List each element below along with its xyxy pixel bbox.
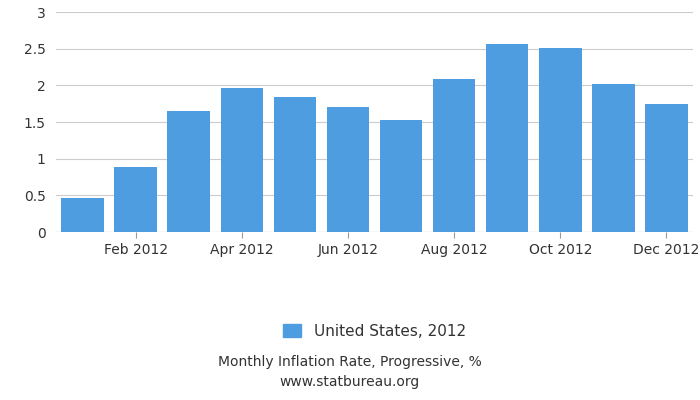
Text: www.statbureau.org: www.statbureau.org bbox=[280, 375, 420, 389]
Bar bbox=[486, 44, 528, 232]
Bar bbox=[114, 168, 157, 232]
Bar bbox=[62, 198, 104, 232]
Bar bbox=[274, 97, 316, 232]
Bar bbox=[380, 120, 422, 232]
Text: Monthly Inflation Rate, Progressive, %: Monthly Inflation Rate, Progressive, % bbox=[218, 355, 482, 369]
Bar bbox=[220, 88, 263, 232]
Bar bbox=[539, 48, 582, 232]
Bar bbox=[645, 104, 687, 232]
Bar bbox=[592, 84, 635, 232]
Bar bbox=[167, 111, 210, 232]
Bar bbox=[327, 107, 369, 232]
Legend: United States, 2012: United States, 2012 bbox=[284, 324, 466, 339]
Bar bbox=[433, 79, 475, 232]
